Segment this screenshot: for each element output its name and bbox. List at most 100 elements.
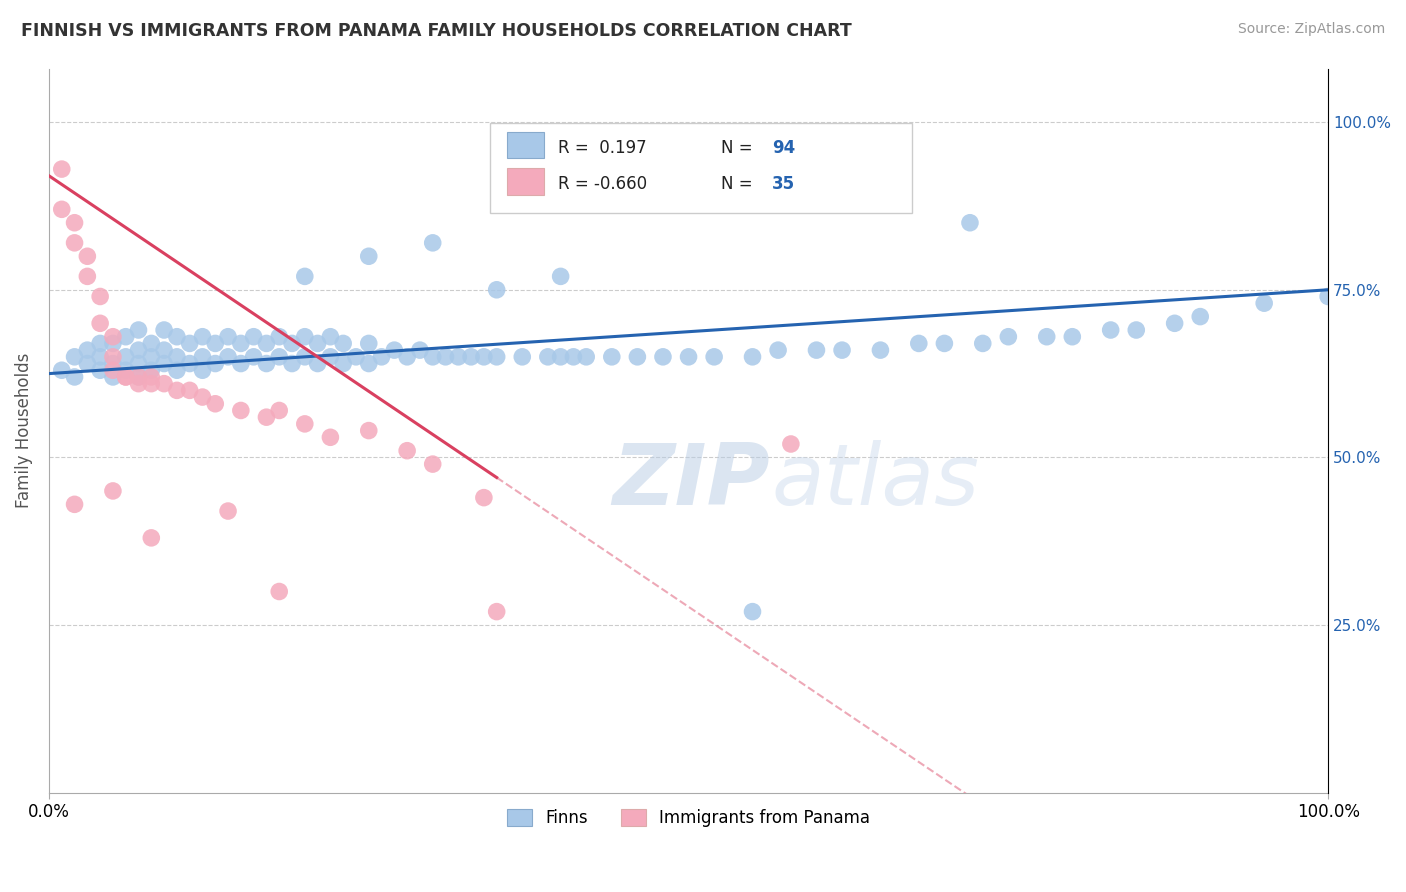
Point bbox=[153, 376, 176, 391]
Point bbox=[141, 363, 163, 377]
Point bbox=[153, 343, 176, 358]
Point bbox=[76, 357, 98, 371]
Point bbox=[550, 350, 572, 364]
Point bbox=[179, 336, 201, 351]
Point bbox=[128, 370, 150, 384]
Point bbox=[396, 443, 419, 458]
Point bbox=[959, 216, 981, 230]
Text: R =  0.197: R = 0.197 bbox=[558, 139, 647, 157]
Point bbox=[460, 350, 482, 364]
Point bbox=[128, 370, 150, 384]
Point bbox=[294, 350, 316, 364]
Point bbox=[128, 323, 150, 337]
Point bbox=[141, 336, 163, 351]
Point bbox=[229, 357, 252, 371]
Point bbox=[269, 350, 291, 364]
Point bbox=[153, 357, 176, 371]
Point bbox=[370, 350, 392, 364]
Point bbox=[907, 336, 929, 351]
Point bbox=[269, 329, 291, 343]
Point bbox=[485, 605, 508, 619]
Point bbox=[179, 384, 201, 398]
Point bbox=[357, 357, 380, 371]
Point bbox=[101, 370, 124, 384]
Text: R = -0.660: R = -0.660 bbox=[558, 176, 647, 194]
Point bbox=[537, 350, 560, 364]
Point bbox=[166, 350, 188, 364]
Point bbox=[472, 350, 495, 364]
Point bbox=[510, 350, 533, 364]
Point bbox=[242, 329, 264, 343]
Point bbox=[242, 350, 264, 364]
Point bbox=[422, 235, 444, 250]
Point bbox=[344, 350, 367, 364]
Point bbox=[357, 424, 380, 438]
Point bbox=[128, 376, 150, 391]
Point bbox=[89, 336, 111, 351]
Point bbox=[396, 350, 419, 364]
Point bbox=[51, 363, 73, 377]
Point bbox=[1189, 310, 1212, 324]
Point bbox=[741, 605, 763, 619]
Point bbox=[1062, 329, 1084, 343]
Point bbox=[204, 397, 226, 411]
Point bbox=[434, 350, 457, 364]
Point bbox=[269, 403, 291, 417]
Point bbox=[76, 343, 98, 358]
Point bbox=[780, 437, 803, 451]
Point bbox=[51, 202, 73, 217]
Point bbox=[600, 350, 623, 364]
Point bbox=[63, 350, 86, 364]
Text: FINNISH VS IMMIGRANTS FROM PANAMA FAMILY HOUSEHOLDS CORRELATION CHART: FINNISH VS IMMIGRANTS FROM PANAMA FAMILY… bbox=[21, 22, 852, 40]
Point bbox=[806, 343, 828, 358]
Point bbox=[114, 329, 136, 343]
Point bbox=[217, 329, 239, 343]
Point bbox=[166, 384, 188, 398]
Point bbox=[1163, 316, 1185, 330]
Point bbox=[191, 363, 214, 377]
Point bbox=[101, 363, 124, 377]
Point bbox=[229, 403, 252, 417]
Point bbox=[204, 357, 226, 371]
Point bbox=[357, 336, 380, 351]
Y-axis label: Family Households: Family Households bbox=[15, 353, 32, 508]
Point bbox=[153, 323, 176, 337]
Point bbox=[319, 430, 342, 444]
Point bbox=[294, 269, 316, 284]
Point bbox=[217, 504, 239, 518]
Point bbox=[254, 410, 277, 425]
Point bbox=[89, 289, 111, 303]
Point bbox=[141, 370, 163, 384]
Point bbox=[1253, 296, 1275, 310]
Point bbox=[166, 363, 188, 377]
Point bbox=[254, 336, 277, 351]
Point bbox=[307, 357, 329, 371]
Point bbox=[229, 336, 252, 351]
Point bbox=[766, 343, 789, 358]
Point bbox=[179, 357, 201, 371]
Text: 94: 94 bbox=[772, 139, 794, 157]
Point bbox=[1035, 329, 1057, 343]
Point bbox=[141, 376, 163, 391]
Point bbox=[294, 329, 316, 343]
Point bbox=[76, 269, 98, 284]
Point bbox=[319, 350, 342, 364]
Text: atlas: atlas bbox=[772, 440, 980, 523]
Point bbox=[89, 350, 111, 364]
Point bbox=[1125, 323, 1147, 337]
Point bbox=[89, 316, 111, 330]
Text: 35: 35 bbox=[772, 176, 794, 194]
Point bbox=[166, 329, 188, 343]
Point bbox=[357, 249, 380, 263]
Point bbox=[741, 350, 763, 364]
Point bbox=[307, 336, 329, 351]
Point bbox=[269, 584, 291, 599]
Point bbox=[409, 343, 432, 358]
Point bbox=[281, 357, 304, 371]
Point bbox=[114, 370, 136, 384]
Point bbox=[869, 343, 891, 358]
Point bbox=[101, 483, 124, 498]
Point bbox=[63, 216, 86, 230]
Point bbox=[562, 350, 585, 364]
Point bbox=[141, 531, 163, 545]
